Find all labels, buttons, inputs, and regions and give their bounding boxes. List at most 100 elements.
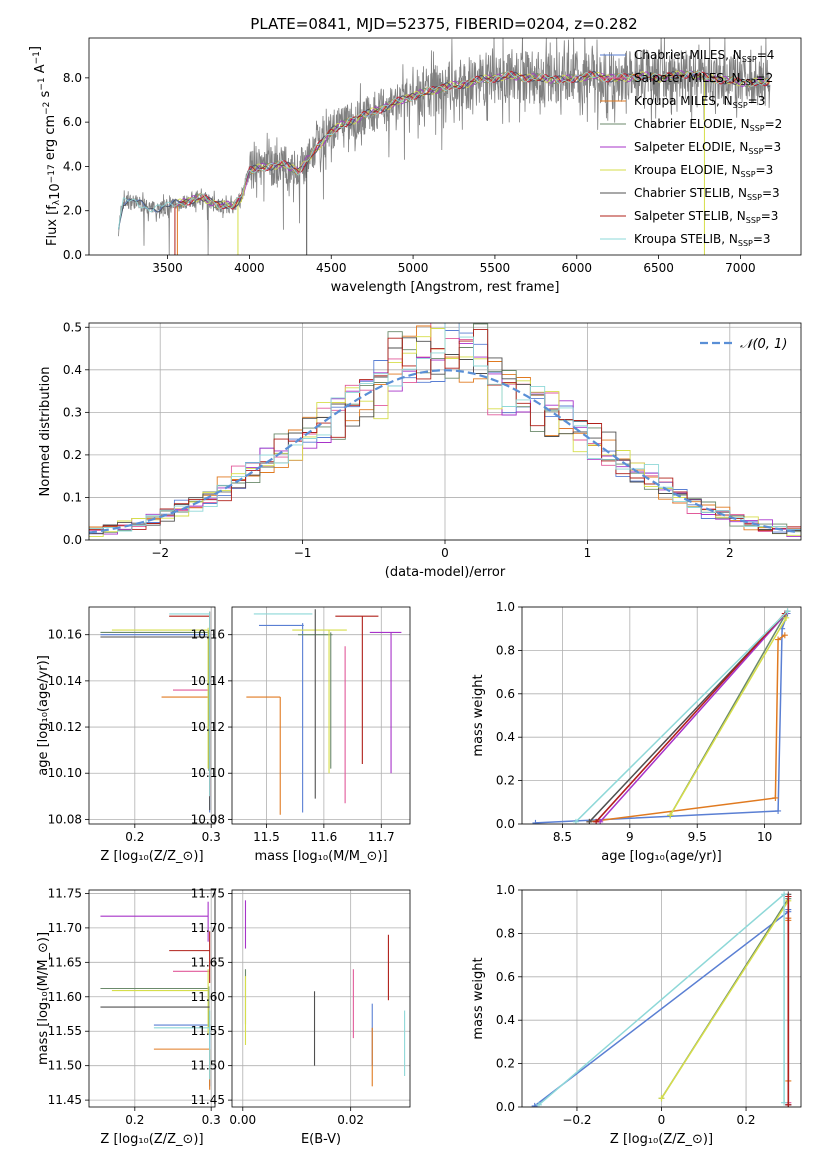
x-tick-label: −1	[294, 546, 312, 560]
weight-marker-kroupa-elodie	[667, 812, 674, 819]
mass-vs-ebv-axes: 0.00 0.02 11.45 11.50 11.55 11.60 11.65 11.70 11…	[191, 886, 411, 1147]
x-tick-label: 0.2	[125, 830, 144, 844]
y-tick-label: 1.0	[496, 600, 515, 614]
legend-label-chabrier-stelib: Chabrier STELIB, NSSP=3	[634, 186, 780, 202]
model-line-kroupa-miles	[177, 70, 770, 210]
weight-line-kroupa-stelib	[575, 610, 789, 823]
axes-frame	[88, 37, 802, 256]
weight-vs-age-axes-plot	[532, 608, 791, 824]
x-tick-label: 0	[441, 546, 449, 560]
y-tick-label: 11.75	[48, 886, 82, 900]
y-axis-label: mass [log₁₀(M/M_⊙)]	[36, 932, 51, 1065]
y-tick-label: 10.08	[191, 812, 225, 826]
y-tick-label: 11.65	[191, 955, 225, 969]
y-tick-label: 0.0	[496, 817, 515, 831]
weight-marker-chabrier-miles	[532, 819, 539, 824]
age-vs-mass-axes-plot	[246, 609, 402, 815]
y-tick-label: 10.14	[191, 674, 225, 688]
age-vs-mass-axes: 11.5 11.6 11.7 10.08 10.10 10.12 10.14 10.16 mas…	[191, 606, 411, 864]
y-tick-label: 0.0	[63, 248, 82, 262]
y-tick-label: 11.70	[191, 921, 225, 935]
model-line-kroupa-stelib	[118, 70, 770, 230]
y-tick-label: 11.50	[191, 1059, 225, 1073]
weight-marker-chabrier-miles	[531, 1102, 538, 1107]
legend-label-salpeter-stelib: Salpeter STELIB, NSSP=3	[634, 209, 778, 225]
x-tick-label: 4000	[234, 261, 265, 275]
axes-frame	[521, 889, 802, 1108]
legend-label-kroupa-miles: Kroupa MILES, NSSP=3	[634, 94, 765, 110]
y-tick-label: 0.1	[63, 490, 82, 504]
y-tick-label: 10.16	[48, 628, 82, 642]
legend-label-kroupa-elodie: Kroupa ELODIE, NSSP=3	[634, 163, 773, 179]
x-axis-label: wavelength [Angstrom, rest frame]	[331, 280, 560, 295]
axes-frame	[231, 889, 411, 1108]
y-tick-label: 4.0	[63, 159, 82, 173]
y-tick-label: 10.12	[191, 720, 225, 734]
weight-marker-kroupa-stelib	[784, 608, 791, 615]
y-tick-label: 0.8	[496, 643, 515, 657]
legend-label-salpeter-elodie: Salpeter ELODIE, NSSP=3	[634, 140, 781, 156]
legend-label-chabrier-miles: Chabrier MILES, NSSP=4	[634, 48, 774, 64]
x-axis-label: Z [log₁₀(Z/Z_⊙)]	[100, 1132, 203, 1147]
x-tick-label: 0	[658, 1113, 666, 1127]
y-tick-label: 11.60	[191, 990, 225, 1004]
y-axis-label: Normed distribution	[38, 367, 53, 497]
age-vs-z-axes: 0.2 0.3 10.08 10.10 10.12 10.14 10.16 Z [log₁₀(…	[36, 606, 221, 864]
residual-axes: −2 −1 0 1 2 0.0 0.1 0.2 0.3 0.4 0.5 (data-model)/er…	[38, 320, 802, 580]
x-tick-label: 6500	[643, 261, 674, 275]
x-tick-label: 2	[726, 546, 734, 560]
y-tick-label: 10.10	[191, 766, 225, 780]
y-tick-label: 0.6	[496, 970, 515, 984]
mass-vs-z-axes-plot	[100, 901, 211, 1090]
y-tick-label: 0.6	[496, 687, 515, 701]
y-tick-label: 0.4	[496, 1013, 515, 1027]
y-axis-label: Flux [fλ10−17 erg cm−2 s−1 A−1]	[28, 46, 63, 246]
x-tick-label: 11.5	[253, 830, 280, 844]
weight-vs-age-axes: 8.5 9 9.5 10 0.0 0.2 0.4 0.6 0.8 1.0 age [log₁₀(ag…	[471, 600, 802, 864]
y-tick-label: 0.0	[496, 1100, 515, 1114]
y-tick-label: 11.65	[48, 955, 82, 969]
data-spectrum-line	[118, 38, 771, 255]
spectrum-axes-plot	[118, 38, 771, 255]
y-tick-label: 11.60	[48, 990, 82, 1004]
x-tick-label: 0.3	[202, 830, 221, 844]
histogram-salpeter-stelib	[89, 329, 801, 532]
y-tick-label: 0.4	[496, 730, 515, 744]
y-tick-label: 11.75	[191, 886, 225, 900]
mass-vs-z-axes: 0.2 0.3 11.45 11.50 11.55 11.60 11.65 11.70 11.7…	[36, 886, 221, 1147]
y-tick-label: 10.08	[48, 812, 82, 826]
x-axis-label: age [log₁₀(age/yr)]	[601, 849, 722, 864]
y-tick-label: 11.70	[48, 921, 82, 935]
x-axis-label: Z [log₁₀(Z/Z_⊙)]	[100, 849, 203, 864]
y-tick-label: 10.12	[48, 720, 82, 734]
y-axis-label: mass weight	[471, 674, 486, 756]
y-tick-label: 0.5	[63, 320, 82, 334]
y-tick-label: 0.8	[496, 926, 515, 940]
x-axis-label: mass [log₁₀(M/M_⊙)]	[254, 849, 387, 864]
age-vs-mass-axes-grid	[232, 607, 410, 824]
y-axis-label: mass weight	[471, 957, 486, 1039]
x-axis-label: (data-model)/error	[385, 565, 506, 580]
weight-line-kroupa-miles	[589, 634, 786, 823]
weight-vs-z-axes-plot	[531, 891, 792, 1107]
y-tick-label: 10.14	[48, 674, 82, 688]
axes-frame	[231, 606, 411, 825]
normal-curve-line	[89, 369, 799, 534]
figure-title: PLATE=0841, MJD=52375, FIBERID=0204, z=0…	[250, 15, 637, 33]
x-tick-label: 11.6	[311, 830, 338, 844]
x-tick-label: 11.7	[368, 830, 395, 844]
y-tick-label: 11.45	[48, 1093, 82, 1107]
weight-marker-chabrier-miles	[775, 807, 782, 814]
weight-marker-kroupa-miles	[781, 632, 788, 639]
legend-normal-label: 𝒩(0, 1)	[740, 337, 787, 352]
x-tick-label: −0.2	[562, 1113, 591, 1127]
axes-frame	[88, 889, 216, 1108]
y-tick-label: 10.16	[191, 628, 225, 642]
weight-marker-kroupa-miles	[775, 636, 782, 643]
x-tick-label: −2	[151, 546, 169, 560]
x-tick-label: 0.2	[125, 1113, 144, 1127]
axes-frame	[521, 606, 802, 825]
x-tick-label: 4500	[316, 261, 347, 275]
y-tick-label: 11.55	[48, 1024, 82, 1038]
